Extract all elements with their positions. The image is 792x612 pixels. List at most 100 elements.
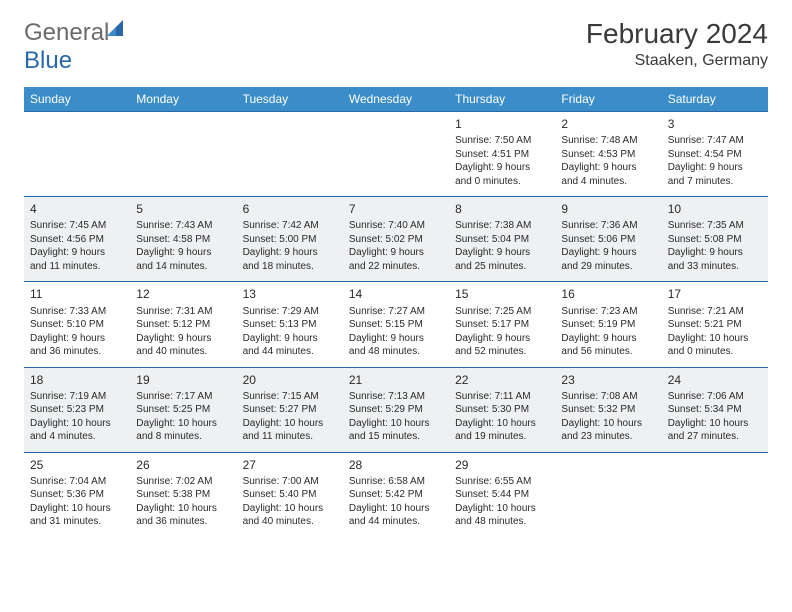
daylight-line: Daylight: 9 hours and 40 minutes. — [136, 332, 230, 359]
weekday-header: Friday — [555, 87, 661, 112]
day-number: 25 — [30, 457, 124, 473]
daylight-line: Daylight: 9 hours and 44 minutes. — [243, 332, 337, 359]
sunset-line: Sunset: 5:23 PM — [30, 403, 124, 417]
sunset-line: Sunset: 5:32 PM — [561, 403, 655, 417]
sunrise-line: Sunrise: 7:11 AM — [455, 390, 549, 404]
sunrise-line: Sunrise: 7:08 AM — [561, 390, 655, 404]
calendar-week-row: 4Sunrise: 7:45 AMSunset: 4:56 PMDaylight… — [24, 197, 768, 282]
daylight-line: Daylight: 10 hours and 19 minutes. — [455, 417, 549, 444]
daylight-line: Daylight: 10 hours and 31 minutes. — [30, 502, 124, 529]
daylight-line: Daylight: 10 hours and 8 minutes. — [136, 417, 230, 444]
day-number: 22 — [455, 372, 549, 388]
sunrise-line: Sunrise: 6:55 AM — [455, 475, 549, 489]
daylight-line: Daylight: 10 hours and 11 minutes. — [243, 417, 337, 444]
calendar-week-row: 1Sunrise: 7:50 AMSunset: 4:51 PMDaylight… — [24, 112, 768, 197]
calendar-page: GeneralBlue February 2024 Staaken, Germa… — [0, 0, 792, 555]
calendar-day-cell: 10Sunrise: 7:35 AMSunset: 5:08 PMDayligh… — [662, 197, 768, 282]
sunset-line: Sunset: 5:00 PM — [243, 233, 337, 247]
calendar-day-cell: 23 Sunrise: 7:08 AMSunset: 5:32 PMDayligh… — [555, 367, 661, 452]
sunrise-line: Sunrise: 7:45 AM — [30, 219, 124, 233]
calendar-day-cell: 4Sunrise: 7:45 AMSunset: 4:56 PMDaylight… — [24, 197, 130, 282]
calendar-day-cell: 5 Sunrise: 7:43 AMSunset: 4:58 PMDaylight… — [130, 197, 236, 282]
calendar-day-cell: 21Sunrise: 7:13 AMSunset: 5:29 PMDayligh… — [343, 367, 449, 452]
calendar-day-cell: 29Sunrise: 6:55 AMSunset: 5:44 PMDayligh… — [449, 452, 555, 537]
calendar-day-cell — [662, 452, 768, 537]
sunset-line: Sunset: 5:02 PM — [349, 233, 443, 247]
calendar-day-cell: 22Sunrise: 7:11 AMSunset: 5:30 PMDayligh… — [449, 367, 555, 452]
sunset-line: Sunset: 5:08 PM — [668, 233, 762, 247]
calendar-day-cell: 27Sunrise: 7:00 AMSunset: 5:40 PMDayligh… — [237, 452, 343, 537]
daylight-line: Daylight: 10 hours and 23 minutes. — [561, 417, 655, 444]
daylight-line: Daylight: 9 hours and 14 minutes. — [136, 246, 230, 273]
daylight-line: Daylight: 9 hours and 33 minutes. — [668, 246, 762, 273]
sail-icon — [105, 19, 127, 46]
calendar-body: 1Sunrise: 7:50 AMSunset: 4:51 PMDaylight… — [24, 112, 768, 537]
day-number: 29 — [455, 457, 549, 473]
calendar-day-cell: 18 Sunrise: 7:19 AMSunset: 5:23 PMDayligh… — [24, 367, 130, 452]
day-number: 5 — [136, 201, 230, 217]
sunrise-line: Sunrise: 7:47 AM — [668, 134, 762, 148]
weekday-header: Monday — [130, 87, 236, 112]
calendar-day-cell: 14Sunrise: 7:27 AMSunset: 5:15 PMDayligh… — [343, 282, 449, 367]
sunrise-line: Sunrise: 7:40 AM — [349, 219, 443, 233]
calendar-day-cell: 2Sunrise: 7:48 AMSunset: 4:53 PMDaylight… — [555, 112, 661, 197]
sunrise-line: Sunrise: 7:15 AM — [243, 390, 337, 404]
sunset-line: Sunset: 4:54 PM — [668, 148, 762, 162]
calendar-day-cell: 16Sunrise: 7:23 AMSunset: 5:19 PMDayligh… — [555, 282, 661, 367]
daylight-line: Daylight: 10 hours and 15 minutes. — [349, 417, 443, 444]
calendar-day-cell: 1Sunrise: 7:50 AMSunset: 4:51 PMDaylight… — [449, 112, 555, 197]
sunrise-line: Sunrise: 7:06 AM — [668, 390, 762, 404]
brand-logo: GeneralBlue — [24, 18, 127, 75]
daylight-line: Daylight: 9 hours and 36 minutes. — [30, 332, 124, 359]
sunset-line: Sunset: 5:17 PM — [455, 318, 549, 332]
day-number: 7 — [349, 201, 443, 217]
day-number: 6 — [243, 201, 337, 217]
sunrise-line: Sunrise: 7:02 AM — [136, 475, 230, 489]
sunrise-line: Sunrise: 6:58 AM — [349, 475, 443, 489]
header: GeneralBlue February 2024 Staaken, Germa… — [24, 18, 768, 75]
sunrise-line: Sunrise: 7:35 AM — [668, 219, 762, 233]
calendar-day-cell — [555, 452, 661, 537]
day-number: 12 — [136, 286, 230, 302]
day-number: 9 — [561, 201, 655, 217]
sunrise-line: Sunrise: 7:36 AM — [561, 219, 655, 233]
sunset-line: Sunset: 5:44 PM — [455, 488, 549, 502]
day-number: 13 — [243, 286, 337, 302]
day-number: 26 — [136, 457, 230, 473]
daylight-line: Daylight: 10 hours and 4 minutes. — [30, 417, 124, 444]
sunset-line: Sunset: 5:04 PM — [455, 233, 549, 247]
sunrise-line: Sunrise: 7:19 AM — [30, 390, 124, 404]
brand-text: GeneralBlue — [24, 18, 127, 75]
daylight-line: Daylight: 9 hours and 29 minutes. — [561, 246, 655, 273]
calendar-day-cell: 25 Sunrise: 7:04 AMSunset: 5:36 PMDayligh… — [24, 452, 130, 537]
calendar-day-cell: 24Sunrise: 7:06 AMSunset: 5:34 PMDayligh… — [662, 367, 768, 452]
day-number: 4 — [30, 201, 124, 217]
weekday-header: Sunday — [24, 87, 130, 112]
month-title: February 2024 — [586, 18, 768, 50]
sunset-line: Sunset: 5:10 PM — [30, 318, 124, 332]
daylight-line: Daylight: 9 hours and 22 minutes. — [349, 246, 443, 273]
sunrise-line: Sunrise: 7:38 AM — [455, 219, 549, 233]
sunrise-line: Sunrise: 7:00 AM — [243, 475, 337, 489]
calendar-day-cell: 8Sunrise: 7:38 AMSunset: 5:04 PMDaylight… — [449, 197, 555, 282]
sunset-line: Sunset: 5:38 PM — [136, 488, 230, 502]
sunset-line: Sunset: 4:51 PM — [455, 148, 549, 162]
sunrise-line: Sunrise: 7:04 AM — [30, 475, 124, 489]
weekday-header: Wednesday — [343, 87, 449, 112]
sunset-line: Sunset: 4:58 PM — [136, 233, 230, 247]
sunset-line: Sunset: 5:36 PM — [30, 488, 124, 502]
sunset-line: Sunset: 5:15 PM — [349, 318, 443, 332]
sunrise-line: Sunrise: 7:29 AM — [243, 305, 337, 319]
sunrise-line: Sunrise: 7:43 AM — [136, 219, 230, 233]
daylight-line: Daylight: 9 hours and 56 minutes. — [561, 332, 655, 359]
day-number: 15 — [455, 286, 549, 302]
calendar-day-cell: 28Sunrise: 6:58 AMSunset: 5:42 PMDayligh… — [343, 452, 449, 537]
day-number: 18 — [30, 372, 124, 388]
daylight-line: Daylight: 9 hours and 4 minutes. — [561, 161, 655, 188]
day-number: 23 — [561, 372, 655, 388]
daylight-line: Daylight: 9 hours and 52 minutes. — [455, 332, 549, 359]
day-number: 21 — [349, 372, 443, 388]
calendar-day-cell: 15Sunrise: 7:25 AMSunset: 5:17 PMDayligh… — [449, 282, 555, 367]
sunset-line: Sunset: 5:27 PM — [243, 403, 337, 417]
daylight-line: Daylight: 9 hours and 25 minutes. — [455, 246, 549, 273]
